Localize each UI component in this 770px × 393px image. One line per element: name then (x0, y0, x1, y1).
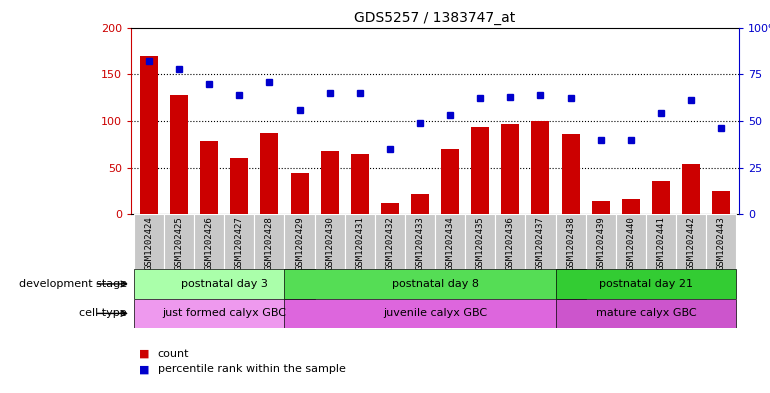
Text: postnatal day 21: postnatal day 21 (599, 279, 693, 289)
Text: GSM1202429: GSM1202429 (295, 216, 304, 270)
Bar (652, 180, 670, 214)
Bar (164, 214, 194, 269)
Bar (561, 134, 580, 214)
Text: cell type: cell type (79, 309, 127, 318)
Bar (290, 173, 309, 214)
Text: ■: ■ (139, 349, 149, 359)
Text: mature calyx GBC: mature calyx GBC (595, 309, 696, 318)
Text: GSM1202425: GSM1202425 (175, 216, 183, 270)
Title: GDS5257 / 1383747_at: GDS5257 / 1383747_at (354, 11, 516, 25)
Bar (284, 299, 586, 328)
Text: ■: ■ (139, 364, 149, 375)
Text: GSM1202442: GSM1202442 (687, 216, 695, 270)
Text: GSM1202436: GSM1202436 (506, 216, 515, 270)
Bar (194, 214, 224, 269)
Bar (224, 214, 254, 269)
Bar (495, 214, 525, 269)
Text: GSM1202432: GSM1202432 (385, 216, 394, 270)
Bar (320, 151, 339, 214)
Text: just formed calyx GBC: just formed calyx GBC (162, 309, 286, 318)
Bar (621, 199, 640, 214)
Text: GSM1202427: GSM1202427 (235, 216, 244, 270)
Bar (525, 214, 555, 269)
Bar (170, 95, 188, 214)
Bar (284, 269, 586, 299)
Bar (315, 214, 345, 269)
Bar (676, 214, 706, 269)
Text: GSM1202439: GSM1202439 (596, 216, 605, 270)
Bar (230, 158, 249, 214)
Text: GSM1202435: GSM1202435 (476, 216, 485, 270)
Bar (471, 127, 489, 214)
Bar (616, 214, 646, 269)
Bar (375, 214, 405, 269)
Bar (405, 214, 435, 269)
Bar (140, 55, 158, 214)
Text: GSM1202428: GSM1202428 (265, 216, 274, 270)
Bar (381, 203, 399, 214)
Bar (712, 191, 730, 214)
Text: GSM1202441: GSM1202441 (656, 216, 665, 270)
Bar (284, 214, 315, 269)
Text: GSM1202437: GSM1202437 (536, 216, 545, 270)
Bar (555, 269, 736, 299)
Text: GSM1202438: GSM1202438 (566, 216, 575, 270)
Text: GSM1202430: GSM1202430 (325, 216, 334, 270)
Bar (200, 141, 218, 214)
Text: count: count (158, 349, 189, 359)
Bar (682, 164, 700, 214)
Bar (646, 214, 676, 269)
Bar (345, 214, 375, 269)
Bar (411, 194, 429, 214)
Bar (555, 299, 736, 328)
Text: GSM1202431: GSM1202431 (355, 216, 364, 270)
Text: juvenile calyx GBC: juvenile calyx GBC (383, 309, 487, 318)
Text: GSM1202434: GSM1202434 (446, 216, 454, 270)
Bar (706, 214, 736, 269)
Bar (586, 214, 616, 269)
Text: GSM1202424: GSM1202424 (145, 216, 153, 270)
Text: postnatal day 3: postnatal day 3 (181, 279, 268, 289)
Bar (501, 124, 520, 214)
Bar (555, 214, 586, 269)
Text: GSM1202440: GSM1202440 (626, 216, 635, 270)
Bar (435, 214, 465, 269)
Bar (260, 133, 279, 214)
Text: GSM1202426: GSM1202426 (205, 216, 214, 270)
Bar (591, 201, 610, 214)
Text: percentile rank within the sample: percentile rank within the sample (158, 364, 346, 375)
Text: GSM1202433: GSM1202433 (416, 216, 424, 270)
Bar (134, 214, 164, 269)
Bar (531, 121, 550, 214)
Bar (134, 299, 315, 328)
Bar (441, 149, 459, 214)
Bar (350, 154, 369, 214)
Text: postnatal day 8: postnatal day 8 (392, 279, 478, 289)
Bar (134, 269, 315, 299)
Bar (465, 214, 495, 269)
Bar (254, 214, 284, 269)
Text: development stage: development stage (19, 279, 127, 289)
Text: GSM1202443: GSM1202443 (717, 216, 725, 270)
